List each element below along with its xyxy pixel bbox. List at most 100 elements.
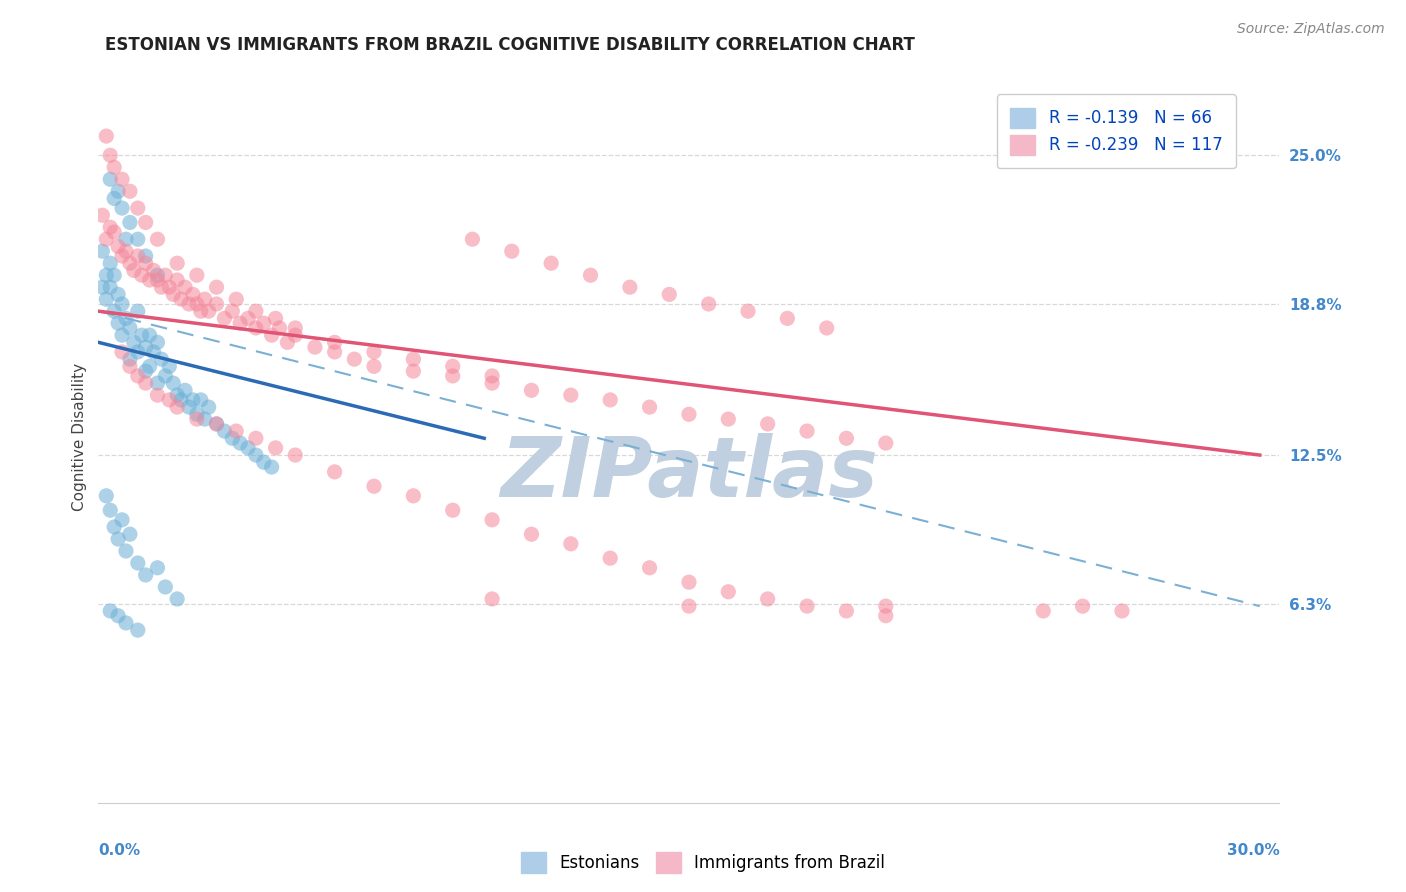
Point	[115, 311, 138, 326]
Point	[162, 376, 184, 391]
Point	[146, 561, 169, 575]
Point	[96, 292, 118, 306]
Point	[875, 599, 897, 614]
Point	[166, 400, 188, 414]
Point	[111, 297, 134, 311]
Point	[157, 392, 180, 407]
Point	[111, 249, 134, 263]
Point	[363, 345, 385, 359]
Point	[181, 392, 204, 407]
Point	[127, 249, 149, 263]
Point	[284, 448, 307, 462]
Point	[96, 129, 118, 144]
Point	[155, 368, 177, 383]
Point	[135, 249, 157, 263]
Point	[441, 368, 464, 383]
Point	[197, 400, 219, 414]
Point	[815, 321, 838, 335]
Point	[323, 345, 346, 359]
Point	[118, 359, 141, 374]
Point	[245, 304, 267, 318]
Point	[186, 407, 208, 421]
Point	[796, 424, 818, 438]
Point	[103, 304, 125, 318]
Point	[776, 311, 799, 326]
Point	[221, 431, 243, 445]
Point	[1071, 599, 1094, 614]
Point	[520, 384, 543, 398]
Point	[142, 345, 165, 359]
Point	[205, 417, 228, 431]
Point	[619, 280, 641, 294]
Point	[135, 340, 157, 354]
Point	[170, 392, 193, 407]
Point	[284, 321, 307, 335]
Point	[194, 412, 217, 426]
Point	[697, 297, 720, 311]
Point	[264, 311, 287, 326]
Point	[599, 551, 621, 566]
Point	[166, 273, 188, 287]
Point	[225, 424, 247, 438]
Point	[150, 280, 173, 294]
Point	[835, 431, 858, 445]
Point	[441, 359, 464, 374]
Point	[560, 388, 582, 402]
Point	[520, 527, 543, 541]
Point	[98, 148, 121, 162]
Point	[756, 591, 779, 606]
Point	[1032, 604, 1054, 618]
Point	[111, 201, 134, 215]
Point	[678, 599, 700, 614]
Point	[481, 368, 503, 383]
Point	[98, 604, 121, 618]
Point	[115, 615, 138, 630]
Point	[402, 364, 425, 378]
Point	[253, 316, 276, 330]
Point	[146, 388, 169, 402]
Point	[205, 417, 228, 431]
Point	[115, 544, 138, 558]
Point	[127, 304, 149, 318]
Point	[107, 239, 129, 253]
Point	[323, 335, 346, 350]
Text: Source: ZipAtlas.com: Source: ZipAtlas.com	[1237, 22, 1385, 37]
Point	[135, 364, 157, 378]
Point	[284, 328, 307, 343]
Point	[127, 623, 149, 637]
Point	[107, 608, 129, 623]
Point	[481, 513, 503, 527]
Point	[115, 232, 138, 246]
Point	[98, 256, 121, 270]
Point	[236, 441, 259, 455]
Point	[194, 292, 217, 306]
Point	[127, 201, 149, 215]
Point	[91, 244, 114, 259]
Legend: R = -0.139   N = 66, R = -0.239   N = 117: R = -0.139 N = 66, R = -0.239 N = 117	[997, 95, 1236, 169]
Point	[402, 489, 425, 503]
Point	[177, 297, 200, 311]
Point	[131, 328, 153, 343]
Point	[264, 441, 287, 455]
Point	[155, 268, 177, 283]
Point	[157, 280, 180, 294]
Point	[481, 376, 503, 391]
Point	[142, 263, 165, 277]
Point	[174, 280, 197, 294]
Point	[363, 359, 385, 374]
Point	[166, 591, 188, 606]
Point	[98, 220, 121, 235]
Point	[678, 575, 700, 590]
Point	[678, 407, 700, 421]
Point	[103, 191, 125, 205]
Point	[150, 352, 173, 367]
Point	[875, 436, 897, 450]
Point	[186, 268, 208, 283]
Point	[304, 340, 326, 354]
Point	[197, 304, 219, 318]
Point	[177, 400, 200, 414]
Point	[717, 584, 740, 599]
Point	[118, 321, 141, 335]
Point	[118, 184, 141, 198]
Point	[560, 537, 582, 551]
